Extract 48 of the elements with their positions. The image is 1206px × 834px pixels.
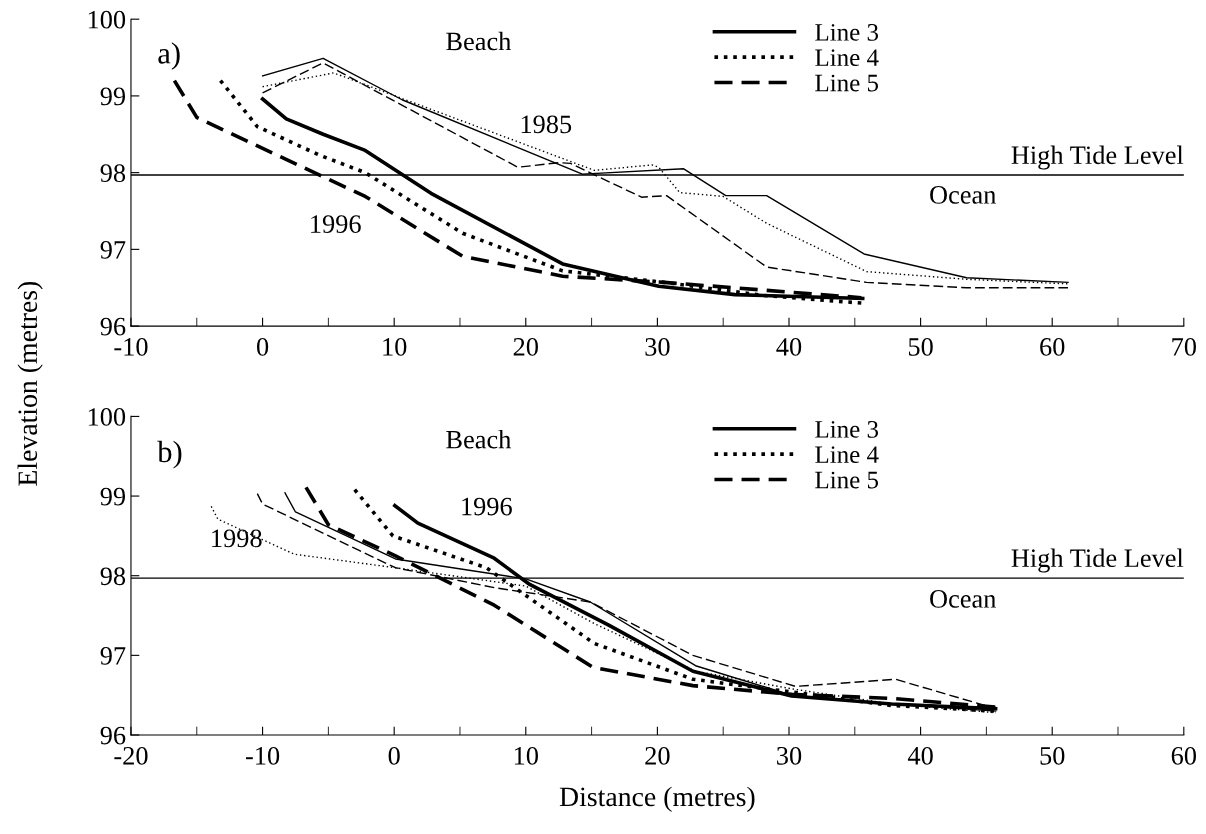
- legend-label: Line 5: [815, 74, 879, 92]
- y-tick-label: 99: [100, 487, 126, 506]
- x-tick-label: 70: [1172, 337, 1196, 356]
- x-tick-label: 50: [908, 337, 933, 356]
- annotation: Ocean: [930, 590, 997, 608]
- y-tick-label: 97: [100, 241, 126, 259]
- x-tick-label: 40: [907, 746, 933, 765]
- x-tick-label: 30: [645, 337, 670, 356]
- y-tick-label: 97: [100, 647, 126, 665]
- x-tick-label: 10: [383, 337, 407, 356]
- legend-label: Line 4: [815, 49, 879, 67]
- y-axis-title: Elevation (metres): [17, 281, 43, 486]
- y-tick-label: 98: [100, 567, 126, 586]
- x-tick-label: 10: [514, 746, 538, 765]
- y-tick-label: 96: [100, 726, 126, 745]
- text: b): [157, 440, 182, 469]
- x-tick-label: 40: [776, 337, 802, 356]
- x-tick-label: -10: [245, 746, 280, 765]
- x-tick-label: 30: [777, 746, 802, 765]
- y-tick-label: 98: [100, 164, 126, 183]
- annotation: Ocean: [930, 186, 997, 204]
- x-tick-label: 60: [1171, 746, 1196, 765]
- y-tick-label: 100: [88, 408, 126, 426]
- ref-line-label: High Tide Level: [1011, 145, 1184, 170]
- legend-label: Line 5: [815, 471, 879, 489]
- ref-line-label: High Tide Level: [1011, 548, 1184, 573]
- x-tick-label: 60: [1040, 337, 1065, 356]
- annotation: 1996: [311, 215, 361, 233]
- y-tick-label: 100: [88, 10, 126, 29]
- annotation: 1998: [212, 529, 262, 548]
- annotation: 1996: [462, 497, 512, 516]
- legend-label: Line 4: [815, 446, 879, 464]
- x-tick-label: 20: [645, 746, 670, 765]
- text: a): [158, 42, 180, 70]
- legend-label: Line 3: [815, 23, 879, 41]
- annotation: Beach: [446, 429, 512, 449]
- annotation: Beach: [446, 31, 512, 51]
- y-tick-label: 96: [100, 317, 126, 336]
- x-tick-label: -10: [114, 337, 148, 356]
- x-tick-label: -20: [114, 746, 148, 765]
- x-tick-label: 0: [256, 337, 269, 356]
- x-tick-label: 50: [1040, 746, 1065, 765]
- legend-label: Line 3: [815, 420, 879, 438]
- annotation: 1985: [521, 115, 572, 134]
- x-tick-label: 0: [388, 746, 400, 765]
- x-axis-title: Distance (metres): [559, 786, 755, 812]
- y-tick-label: 99: [100, 87, 126, 106]
- x-tick-label: 20: [513, 337, 538, 356]
